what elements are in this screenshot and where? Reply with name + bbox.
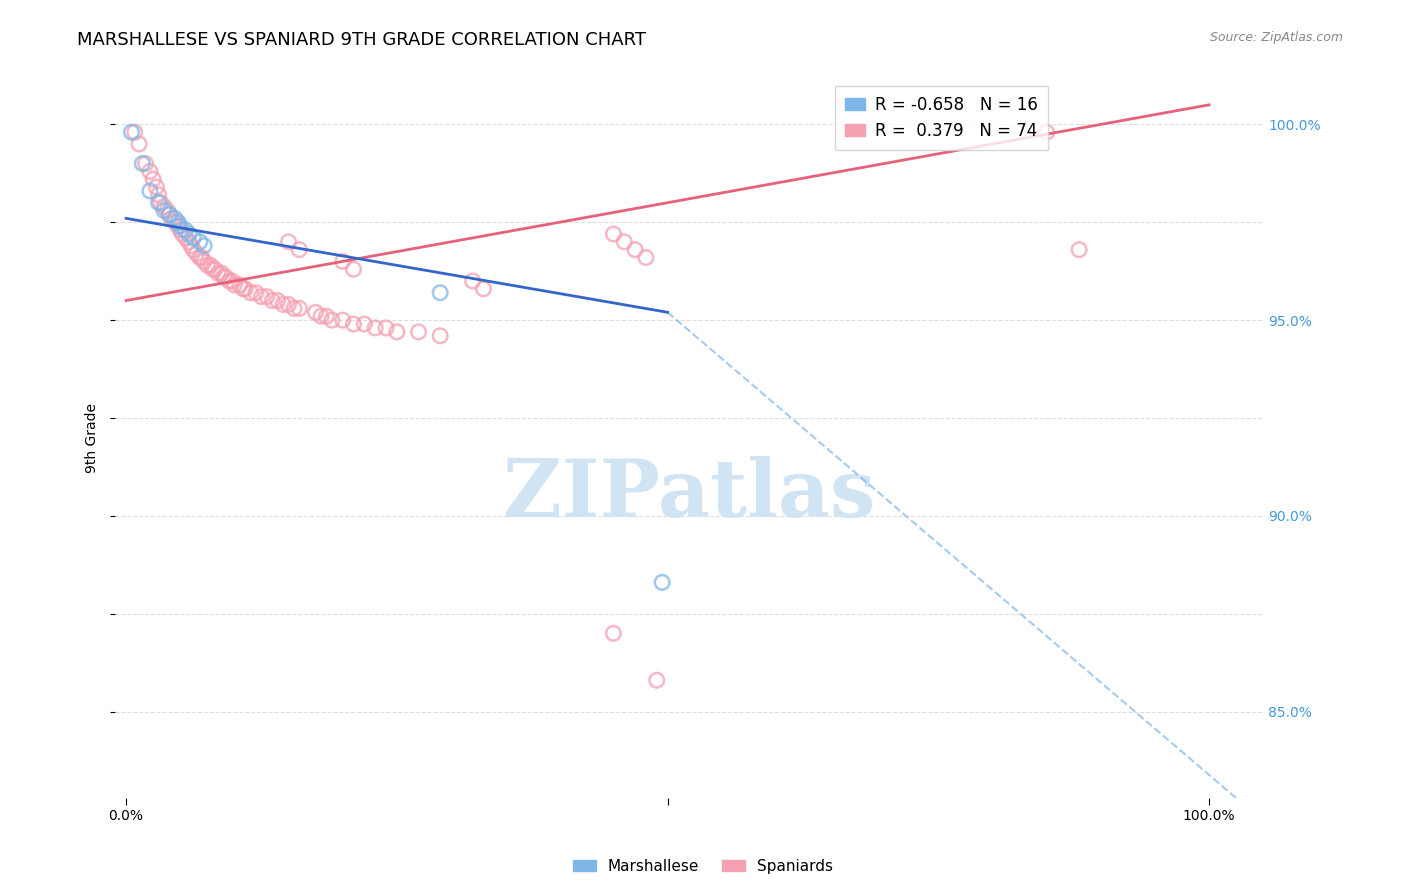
Point (142, 172, 165, 186)
Point (342, 317, 364, 331)
Point (167, 215, 190, 229)
Point (271, 297, 294, 311)
Point (215, 270, 238, 285)
Point (153, 203, 176, 218)
Point (156, 203, 179, 218)
Point (288, 301, 311, 316)
Point (188, 251, 211, 265)
Point (342, 262, 364, 277)
Point (124, 125, 146, 139)
Point (645, 673, 668, 688)
Point (250, 290, 273, 304)
Point (139, 164, 162, 178)
Point (121, 125, 143, 139)
Point (304, 305, 326, 319)
Point (651, 575, 673, 590)
Legend: Marshallese, Spaniards: Marshallese, Spaniards (567, 853, 839, 880)
Point (277, 297, 299, 311)
Point (157, 207, 180, 221)
Legend: R = -0.658   N = 16, R =  0.379   N = 74: R = -0.658 N = 16, R = 0.379 N = 74 (835, 86, 1049, 150)
Point (602, 626, 624, 640)
Point (239, 285, 262, 300)
Point (128, 136, 150, 151)
Point (191, 251, 214, 265)
Point (321, 313, 343, 327)
Point (233, 282, 256, 296)
Point (332, 313, 354, 327)
Point (204, 262, 226, 277)
Point (174, 223, 197, 237)
Point (429, 328, 451, 343)
Point (602, 227, 624, 241)
Point (167, 219, 190, 234)
Point (309, 309, 332, 323)
Point (232, 282, 254, 296)
Point (1035, 125, 1057, 139)
Point (221, 274, 243, 288)
Point (193, 254, 215, 268)
Point (385, 325, 408, 339)
Point (160, 211, 183, 226)
Point (375, 321, 398, 335)
Point (207, 266, 229, 280)
Point (139, 184, 162, 198)
Point (135, 156, 157, 170)
Point (364, 321, 387, 335)
Point (180, 239, 202, 253)
Point (634, 251, 657, 265)
Point (315, 309, 337, 323)
Point (408, 325, 430, 339)
Point (224, 277, 246, 292)
Point (218, 274, 240, 288)
Text: ZIPatlas: ZIPatlas (503, 456, 876, 534)
Text: Source: ZipAtlas.com: Source: ZipAtlas.com (1209, 31, 1343, 45)
Point (201, 262, 224, 277)
Point (200, 258, 222, 272)
Point (172, 227, 194, 241)
Point (148, 187, 170, 202)
Point (353, 317, 375, 331)
Point (624, 243, 647, 257)
Point (472, 282, 495, 296)
Point (174, 231, 197, 245)
Point (195, 258, 218, 272)
Point (212, 270, 235, 285)
Point (186, 246, 208, 260)
Point (153, 200, 176, 214)
Point (157, 207, 180, 221)
Point (429, 285, 451, 300)
Point (145, 180, 167, 194)
Point (256, 290, 278, 304)
Point (267, 293, 290, 308)
Y-axis label: 9th Grade: 9th Grade (86, 402, 100, 473)
Point (332, 254, 354, 268)
Point (229, 277, 252, 292)
Point (163, 211, 186, 226)
Point (148, 195, 170, 210)
Point (1069, 243, 1091, 257)
Point (277, 235, 299, 249)
Point (177, 227, 200, 241)
Point (169, 219, 191, 234)
Point (193, 239, 215, 253)
Point (283, 301, 305, 316)
Point (245, 285, 267, 300)
Point (613, 235, 636, 249)
Text: MARSHALLESE VS SPANIARD 9TH GRADE CORRELATION CHART: MARSHALLESE VS SPANIARD 9TH GRADE CORREL… (77, 31, 647, 49)
Point (181, 243, 204, 257)
Point (288, 243, 311, 257)
Point (131, 156, 153, 170)
Point (163, 215, 186, 229)
Point (262, 293, 284, 308)
Point (188, 235, 211, 249)
Point (149, 195, 172, 210)
Point (177, 235, 200, 249)
Point (169, 223, 191, 237)
Point (181, 231, 204, 245)
Point (461, 274, 484, 288)
Point (209, 266, 232, 280)
